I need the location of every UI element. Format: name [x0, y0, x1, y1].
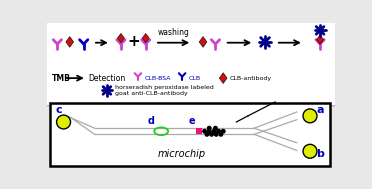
Polygon shape [219, 73, 227, 84]
Text: washing: washing [158, 28, 190, 36]
Circle shape [303, 144, 317, 158]
Text: c: c [56, 105, 62, 115]
Text: d: d [147, 116, 154, 126]
Text: horseradish peroxidase labeled: horseradish peroxidase labeled [115, 85, 214, 90]
Bar [196, 128, 202, 134]
Text: b: b [316, 149, 324, 159]
Circle shape [303, 109, 317, 123]
Circle shape [221, 129, 226, 134]
Text: +: + [127, 34, 140, 50]
Circle shape [209, 132, 214, 137]
Polygon shape [66, 36, 74, 47]
Text: microchip: microchip [158, 149, 206, 159]
Circle shape [216, 129, 221, 134]
Circle shape [207, 129, 212, 134]
FancyBboxPatch shape [49, 103, 330, 166]
Circle shape [57, 115, 71, 129]
Circle shape [207, 126, 212, 131]
Text: CLB-antibody: CLB-antibody [230, 76, 272, 81]
Text: CLB: CLB [188, 76, 201, 81]
FancyBboxPatch shape [44, 20, 337, 106]
Text: a: a [316, 105, 324, 115]
Text: CLB-BSA: CLB-BSA [144, 76, 171, 81]
Text: Detection: Detection [89, 74, 126, 83]
Text: TMB: TMB [52, 74, 71, 83]
Circle shape [211, 129, 217, 134]
Circle shape [205, 132, 209, 137]
Polygon shape [199, 36, 207, 47]
Circle shape [202, 129, 207, 134]
Text: goat anti-CLB-antibody: goat anti-CLB-antibody [115, 91, 187, 96]
Circle shape [214, 132, 219, 137]
Polygon shape [118, 33, 124, 43]
Polygon shape [317, 35, 324, 44]
Text: e: e [188, 116, 195, 126]
Circle shape [218, 132, 223, 137]
Polygon shape [142, 33, 149, 43]
Circle shape [213, 126, 218, 131]
